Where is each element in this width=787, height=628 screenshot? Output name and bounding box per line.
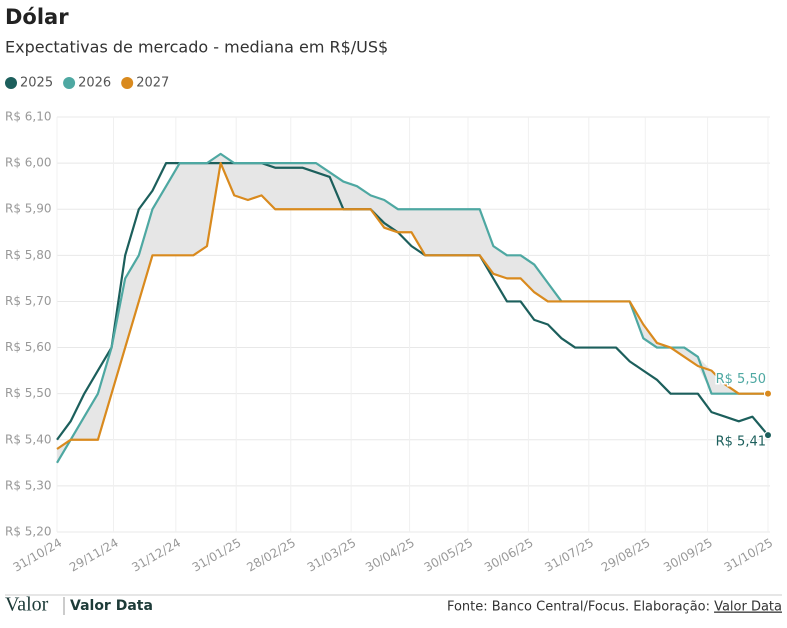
- end-label: R$ 5,50: [716, 372, 766, 387]
- x-tick-label: 30/05/25: [422, 536, 476, 575]
- legend-label: 2027: [136, 76, 169, 91]
- legend-swatch: [63, 77, 76, 89]
- end-marker: [764, 431, 772, 440]
- logo: Valor: [5, 594, 49, 616]
- y-tick-label: R$ 5,40: [5, 432, 52, 446]
- source-link[interactable]: Valor Data: [714, 600, 782, 615]
- y-tick-label: R$ 5,30: [5, 478, 52, 492]
- y-tick-label: R$ 5,20: [5, 525, 52, 539]
- x-tick-label: 30/04/25: [363, 536, 417, 575]
- x-tick-label: 28/02/25: [244, 536, 298, 575]
- y-tick-label: R$ 5,70: [5, 294, 52, 308]
- line: [56, 162, 769, 441]
- x-tick-label: 30/09/25: [661, 536, 715, 575]
- y-tick-label: R$ 5,60: [5, 340, 52, 354]
- end-label: R$ 5,41: [716, 435, 766, 450]
- line: [56, 162, 768, 450]
- x-tick-label: 29/08/25: [599, 536, 653, 575]
- legend-label: 2026: [78, 76, 111, 91]
- x-tick-label: 31/03/25: [305, 536, 359, 575]
- spread-band: [57, 153, 768, 463]
- x-tick-label: 31/10/25: [722, 536, 776, 575]
- x-tick-label: 29/11/24: [67, 536, 121, 575]
- brand: Valor Data: [70, 598, 153, 614]
- y-tick-label: R$ 5,80: [5, 248, 52, 262]
- source: Fonte: Banco Central/Focus. Elaboração:: [447, 600, 710, 615]
- legend-swatch: [5, 77, 17, 89]
- chart-subtitle: Expectativas de mercado - mediana em R$/…: [5, 38, 388, 57]
- end-marker: [764, 389, 772, 398]
- y-tick-label: R$ 5,90: [5, 202, 52, 216]
- legend-swatch: [121, 77, 134, 89]
- line: [56, 152, 768, 464]
- y-tick-label: R$ 6,00: [5, 156, 52, 170]
- x-tick-label: 31/01/25: [190, 536, 244, 575]
- chart-title: Dólar: [5, 5, 69, 29]
- x-tick-label: 31/10/24: [11, 536, 65, 575]
- legend-label: 2025: [20, 76, 53, 91]
- x-tick-label: 30/06/25: [482, 536, 536, 575]
- x-tick-label: 31/12/24: [129, 536, 183, 575]
- x-tick-label: 31/07/25: [542, 536, 596, 575]
- y-tick-label: R$ 5,50: [5, 386, 52, 400]
- y-tick-label: R$ 6,10: [5, 110, 52, 124]
